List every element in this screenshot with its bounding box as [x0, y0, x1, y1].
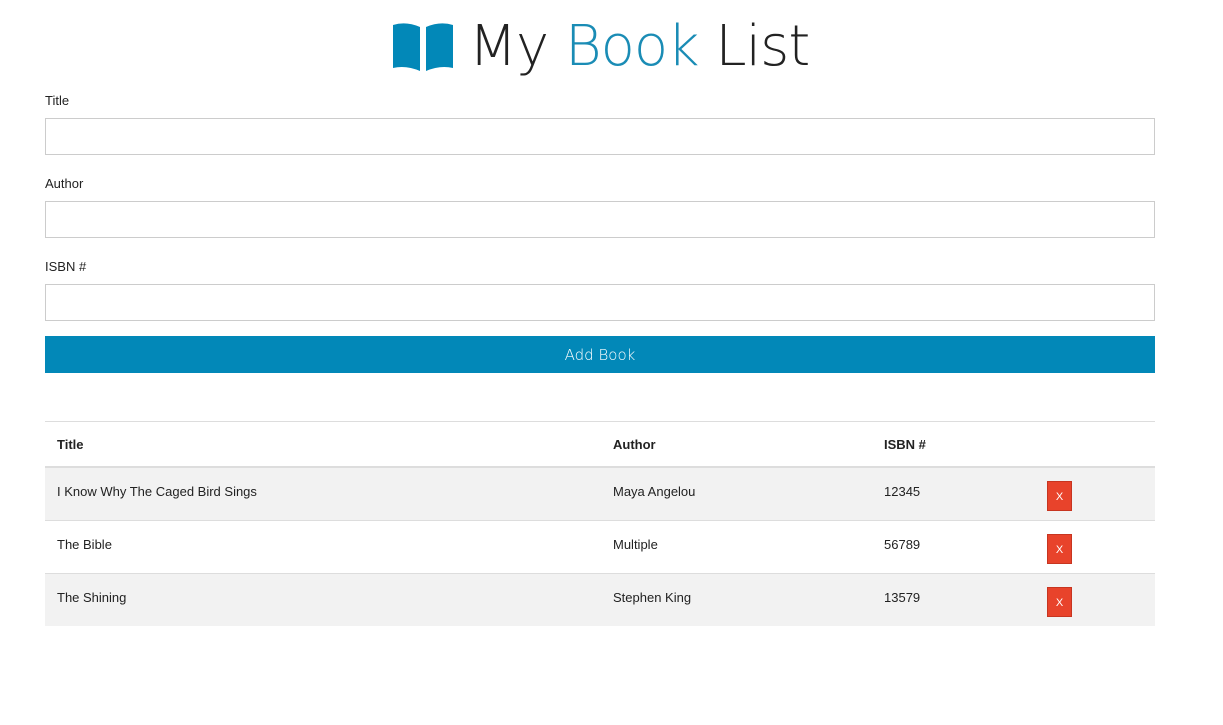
cell-title: The Shining [45, 572, 601, 626]
table-row: The Bible Multiple 56789 X [45, 519, 1155, 573]
title-input[interactable] [45, 118, 1155, 155]
cell-isbn: 56789 [872, 519, 1035, 573]
header-author: Author [601, 421, 872, 468]
add-book-button[interactable]: Add Book [45, 336, 1155, 373]
table-row: I Know Why The Caged Bird Sings Maya Ange… [45, 466, 1155, 520]
title-book: Book [564, 14, 700, 79]
author-input[interactable] [45, 201, 1155, 238]
cell-isbn: 12345 [872, 466, 1035, 520]
book-table: Title Author ISBN # I Know Why The Caged… [45, 421, 1155, 626]
book-open-icon [392, 23, 453, 71]
author-label: Author [45, 176, 84, 191]
header-title: Title [45, 421, 601, 468]
title-my: My [468, 14, 549, 79]
delete-button[interactable]: X [1047, 533, 1072, 564]
header-actions [1035, 421, 1155, 468]
isbn-input[interactable] [45, 284, 1155, 321]
cell-author: Stephen King [601, 572, 872, 626]
cell-title: The Bible [45, 519, 601, 573]
delete-button[interactable]: X [1047, 481, 1072, 511]
table-row: The Shining Stephen King 13579 X [45, 572, 1155, 626]
title-list: List [715, 14, 810, 79]
cell-title: I Know Why The Caged Bird Sings [45, 466, 601, 520]
header-isbn: ISBN # [872, 421, 1035, 468]
cell-isbn: 13579 [872, 572, 1035, 626]
cell-author: Maya Angelou [601, 466, 872, 520]
title-label: Title [45, 93, 70, 108]
page-title: My Book List [45, 12, 1155, 82]
delete-button[interactable]: X [1047, 586, 1072, 617]
cell-author: Multiple [601, 519, 872, 573]
isbn-label: ISBN # [45, 259, 87, 274]
